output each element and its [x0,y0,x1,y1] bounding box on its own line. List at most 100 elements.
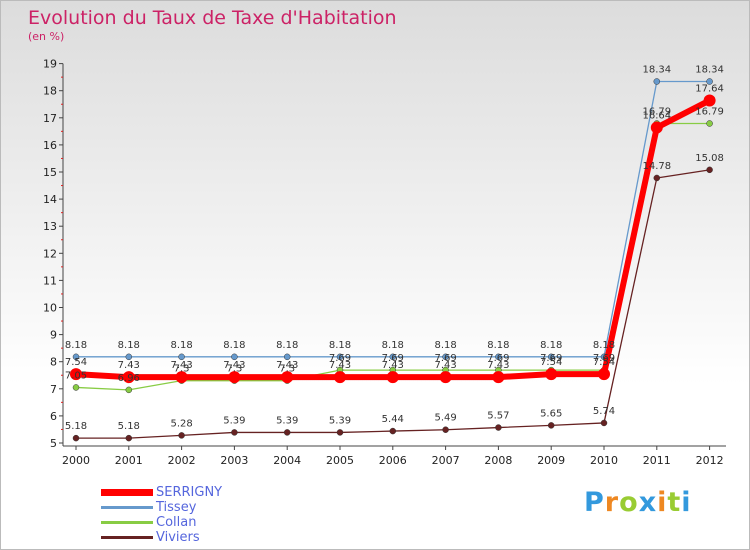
legend-label: SERRIGNY [156,485,223,500]
data-point-serrigny [439,371,452,384]
data-point-tissey [706,78,713,85]
data-label-collan: 7.05 [65,370,87,381]
data-label-tissey: 8.18 [540,340,562,351]
data-point-serrigny [703,94,716,107]
y-tick-label: 16 [43,139,57,152]
x-tick-label: 2008 [484,454,512,467]
data-label-serrigny: 7.43 [223,360,245,371]
logo-letter: o [619,487,639,518]
chart-subtitle: (en %) [28,30,65,43]
data-label-serrigny: 7.54 [540,357,562,368]
data-label-serrigny: 16.64 [642,111,671,122]
logo-letter: x [638,487,658,518]
data-label-serrigny: 7.43 [382,360,404,371]
data-point-tissey [547,353,555,361]
data-label-tissey: 8.18 [329,340,351,351]
data-label-collan: 7.69 [487,353,509,364]
data-point-viviers [125,434,133,442]
x-tick-label: 2001 [115,454,143,467]
data-point-viviers [336,429,344,436]
series-line-serrigny [75,97,711,381]
data-label-tissey: 8.18 [434,340,456,351]
legend-swatch [101,521,153,524]
data-label-collan: 7.3 [226,364,242,375]
legend-label: Tissey [156,500,197,515]
data-label-tissey: 8.18 [276,340,298,351]
data-point-tissey [442,353,449,361]
data-label-viviers: 5.65 [540,408,562,419]
data-point-tissey [231,353,238,361]
x-tick-label: 2007 [432,454,460,467]
y-tick-label: 7 [50,383,57,396]
legend-item-tissey: Tissey [101,500,301,515]
y-tick-label: 8 [50,356,57,369]
data-label-collan: 7.69 [434,353,456,364]
data-label-viviers: 5.18 [118,421,140,432]
data-label-tissey: 8.18 [223,340,245,351]
data-label-serrigny: 7.54 [65,357,87,368]
y-tick-label: 17 [43,112,57,125]
data-point-viviers [283,429,291,436]
x-tick-label: 2003 [220,454,248,467]
x-tick-label: 2006 [379,454,407,467]
y-tick-label: 10 [43,302,57,315]
data-label-viviers: 5.57 [487,411,509,422]
data-label-collan: 6.96 [118,373,140,384]
data-label-viviers: 5.39 [276,415,298,426]
logo-letter: P [584,487,605,518]
data-label-collan: 7.3 [174,364,190,375]
y-tick-label: 14 [43,193,57,206]
data-point-viviers [495,424,502,431]
x-tick-label: 2005 [326,454,354,467]
data-label-tissey: 8.18 [593,340,615,351]
legend-label: Viviers [156,530,200,545]
data-label-viviers: 5.49 [434,413,456,424]
data-point-viviers [442,426,449,433]
data-point-serrigny [228,371,241,384]
data-label-collan: 7.69 [329,353,351,364]
x-tick-label: 2012 [696,454,724,467]
legend-item-collan: Collan [101,515,301,530]
data-label-serrigny: 7.43 [170,360,192,371]
data-point-serrigny [334,371,346,384]
x-tick-label: 2011 [643,454,671,467]
data-label-tissey: 8.18 [118,340,140,351]
y-tick-label: 19 [43,58,57,71]
data-point-serrigny [492,371,505,384]
data-point-viviers [178,432,185,439]
data-point-serrigny [70,368,82,381]
data-label-tissey: 8.18 [382,340,404,351]
legend-swatch [101,536,153,539]
data-label-tissey: 8.18 [170,340,192,351]
data-label-collan: 7.3 [279,364,295,375]
data-label-serrigny: 17.64 [695,83,724,94]
data-point-collan [706,120,713,127]
data-label-collan: 7.69 [382,353,404,364]
data-label-serrigny: 7.43 [487,360,509,371]
logo-letter: i [657,487,668,518]
data-label-viviers: 5.44 [382,414,404,425]
data-point-viviers [389,427,397,435]
data-point-tissey [653,78,661,85]
data-point-viviers [72,434,80,442]
data-point-tissey [125,353,133,361]
data-label-serrigny: 7.43 [329,360,351,371]
y-tick-label: 15 [43,166,57,179]
data-point-serrigny [650,121,663,134]
data-point-tissey [72,353,80,361]
data-label-viviers: 5.39 [223,415,245,426]
data-point-serrigny [386,371,399,384]
y-tick-label: 12 [43,247,57,260]
legend-item-viviers: Viviers [101,530,301,545]
data-label-serrigny: 7.43 [118,360,140,371]
x-tick-label: 2000 [62,454,90,467]
x-tick-label: 2004 [273,454,301,467]
data-point-viviers [706,166,713,174]
data-label-viviers: 5.74 [593,406,615,417]
x-tick-label: 2009 [537,454,565,467]
legend: SERRIGNY Tissey Collan Viviers [101,485,301,545]
data-label-collan: 16.79 [695,106,724,117]
x-tick-label: 2010 [590,454,618,467]
data-label-viviers: 5.18 [65,421,87,432]
data-point-tissey [389,353,397,361]
